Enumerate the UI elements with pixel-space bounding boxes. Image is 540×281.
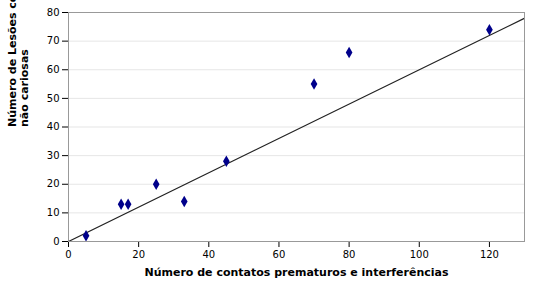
svg-text:50: 50 — [47, 93, 60, 104]
svg-text:100: 100 — [410, 249, 429, 260]
svg-text:0: 0 — [65, 249, 71, 260]
svg-text:Número de contatos prematuros: Número de contatos prematuros e interfer… — [144, 266, 449, 279]
svg-text:80: 80 — [343, 249, 356, 260]
svg-text:40: 40 — [202, 249, 215, 260]
svg-text:60: 60 — [273, 249, 286, 260]
svg-text:0: 0 — [53, 236, 59, 247]
svg-text:10: 10 — [47, 207, 60, 218]
svg-text:40: 40 — [47, 121, 60, 132]
svg-text:80: 80 — [47, 7, 60, 18]
svg-text:70: 70 — [47, 35, 60, 46]
svg-text:20: 20 — [47, 178, 60, 189]
svg-text:30: 30 — [47, 150, 60, 161]
svg-text:120: 120 — [480, 249, 499, 260]
svg-text:60: 60 — [47, 64, 60, 75]
svg-text:20: 20 — [132, 249, 145, 260]
svg-text:Número de Lesões cervicaisnão: Número de Lesões cervicaisnão cariosas — [6, 0, 31, 127]
